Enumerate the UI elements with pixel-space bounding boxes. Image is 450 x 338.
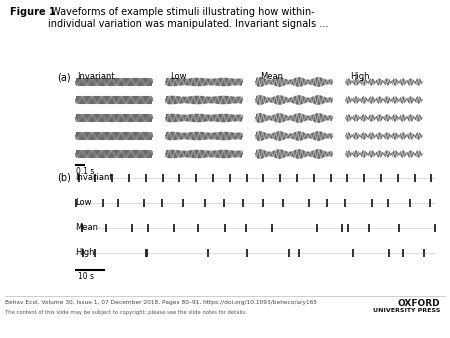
Text: OXFORD: OXFORD xyxy=(397,299,440,308)
Text: Low: Low xyxy=(170,72,186,81)
Text: (b): (b) xyxy=(57,172,71,182)
Text: Low: Low xyxy=(75,198,91,207)
Text: Figure 1: Figure 1 xyxy=(10,7,56,17)
Text: 10 s: 10 s xyxy=(78,272,94,281)
Text: 0.1 s: 0.1 s xyxy=(76,167,94,176)
Text: (a): (a) xyxy=(57,73,71,83)
Text: High: High xyxy=(75,248,94,257)
Text: Mean: Mean xyxy=(75,223,98,232)
Text: The content of this slide may be subject to copyright: please see the slide note: The content of this slide may be subject… xyxy=(5,310,247,315)
Text: Invariant: Invariant xyxy=(75,173,112,182)
Text: UNIVERSITY PRESS: UNIVERSITY PRESS xyxy=(373,308,440,313)
Text: Invariant: Invariant xyxy=(77,72,115,81)
Text: High: High xyxy=(350,72,369,81)
Text: Behav Ecol, Volume 30, Issue 1, 07 December 2018, Pages 80–91, https://doi.org/1: Behav Ecol, Volume 30, Issue 1, 07 Decem… xyxy=(5,300,317,305)
Text: Waveforms of example stimuli illustrating how within-
individual variation was m: Waveforms of example stimuli illustratin… xyxy=(48,7,328,29)
Text: Mean: Mean xyxy=(260,72,283,81)
